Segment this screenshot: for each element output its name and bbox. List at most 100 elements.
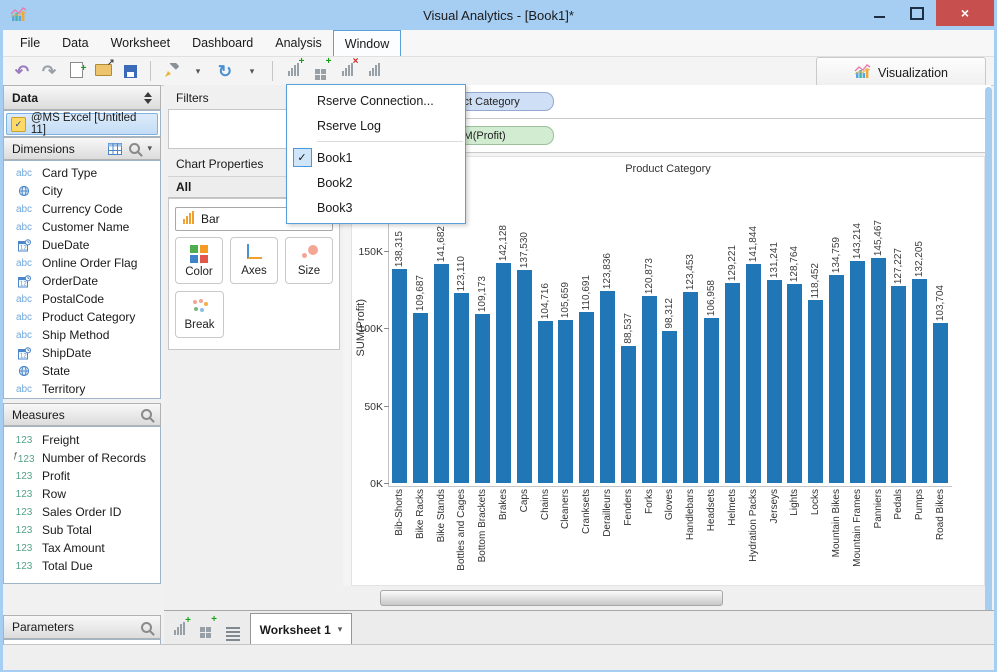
caret-down-icon: ▾ — [195, 65, 201, 76]
bar-lights[interactable] — [787, 284, 803, 483]
window-menu-item-book2[interactable]: Book2 — [287, 170, 465, 195]
menu-worksheet[interactable]: Worksheet — [110, 36, 171, 50]
toolbar-button-duplicate-visualization-icon[interactable] — [365, 60, 383, 82]
menu-analysis[interactable]: Analysis — [275, 36, 322, 50]
bar-helmets[interactable] — [724, 283, 740, 483]
footer-button-add-visualization-icon[interactable]: + — [174, 615, 191, 638]
bar-bib-shorts[interactable] — [391, 269, 407, 483]
bar-mountain-bikes[interactable] — [828, 275, 844, 483]
tab-worksheet-1[interactable]: Worksheet 1 ▾ — [250, 613, 352, 646]
toolbar-button-undo-icon[interactable]: ↶ — [13, 60, 31, 82]
bar-jerseys[interactable] — [766, 280, 782, 483]
toolbar-button-caret-down-icon[interactable]: ▾ — [189, 60, 207, 82]
bar-cranksets[interactable] — [579, 312, 595, 483]
search-icon[interactable] — [141, 621, 152, 633]
menu-file[interactable]: File — [20, 36, 41, 50]
window-menu-item-rserve-log[interactable]: Rserve Log — [287, 113, 465, 138]
bar-road-bikes[interactable] — [933, 323, 949, 483]
bar-pumps[interactable] — [912, 279, 928, 483]
svg-text:12: 12 — [20, 353, 27, 359]
bar-caps[interactable] — [516, 270, 532, 483]
measure-item[interactable]: ƒ123 Number of Records — [4, 449, 160, 467]
bar-value-label: 120,873 — [643, 257, 655, 294]
maximize-icon[interactable] — [898, 0, 936, 26]
horizontal-scrollbar-thumb[interactable] — [380, 590, 723, 606]
menu-data[interactable]: Data — [62, 36, 89, 50]
tab-visualization[interactable]: Visualization — [816, 57, 986, 87]
bar-brakes[interactable] — [495, 263, 511, 483]
horizontal-scrollbar-track[interactable] — [343, 586, 991, 610]
measure-item[interactable]: 123 Sub Total — [4, 521, 160, 539]
sort-updown-icon[interactable] — [144, 91, 152, 104]
dimension-item[interactable]: City — [4, 182, 160, 200]
dimension-item[interactable]: abc Territory — [4, 380, 160, 398]
toolbar-button-add-visualization-icon[interactable]: + — [284, 57, 305, 82]
caret-down-icon[interactable]: ▾ — [147, 143, 152, 153]
x-tick-slot: Bottom Brackets — [472, 489, 493, 584]
bar-hydration-packs[interactable] — [745, 264, 761, 483]
measure-item[interactable]: 123 Sales Order ID — [4, 503, 160, 521]
table-grid-icon[interactable] — [108, 142, 123, 155]
dimension-item[interactable]: 12 DueDate — [4, 236, 160, 254]
dimension-item[interactable]: 12 OrderDate — [4, 272, 160, 290]
size-button[interactable]: Size — [285, 237, 333, 284]
toolbar-button-redo-icon[interactable]: ↷ — [40, 60, 58, 82]
bar-pedals[interactable] — [891, 286, 907, 483]
bar-bottles-and-cages[interactable] — [454, 293, 470, 483]
toolbar-button-add-dashboard-icon[interactable]: + — [311, 56, 332, 82]
toolbar-button-refresh-icon[interactable]: ↻ — [216, 60, 234, 82]
dimension-item[interactable]: abc Currency Code — [4, 200, 160, 218]
footer-button-list-view-icon[interactable] — [226, 618, 240, 641]
dimension-item[interactable]: abc Ship Method — [4, 326, 160, 344]
close-icon[interactable]: × — [936, 0, 994, 26]
bar-bottom-brackets[interactable] — [475, 314, 491, 483]
search-icon[interactable] — [129, 143, 141, 154]
toolbar-button-open-file-icon[interactable]: ↗ — [94, 57, 115, 82]
bar-chains[interactable] — [537, 321, 553, 483]
x-tick-label: Mountain Bikes — [830, 489, 842, 558]
bar-bike-stands[interactable] — [433, 264, 449, 483]
axes-button[interactable]: Axes — [230, 237, 278, 284]
measure-item[interactable]: 123 Freight — [4, 431, 160, 449]
menu-dashboard[interactable]: Dashboard — [192, 36, 254, 50]
dimension-item[interactable]: 12 ShipDate — [4, 344, 160, 362]
dimension-item[interactable]: abc Customer Name — [4, 218, 160, 236]
measure-item[interactable]: 123 Profit — [4, 467, 160, 485]
axes-button-label: Axes — [241, 265, 267, 277]
dimension-item[interactable]: abc Product Category — [4, 308, 160, 326]
window-menu-item-book1[interactable]: ✓ Book1 — [287, 145, 465, 170]
minimize-icon[interactable] — [860, 0, 898, 26]
bar-gloves[interactable] — [662, 331, 678, 483]
dimension-item[interactable]: abc Online Order Flag — [4, 254, 160, 272]
dimension-item[interactable]: abc Card Type — [4, 164, 160, 182]
bar-fenders[interactable] — [620, 346, 636, 483]
bar-headsets[interactable] — [704, 318, 720, 483]
toolbar-button-save-icon[interactable] — [121, 60, 139, 82]
measure-item[interactable]: 123 Row — [4, 485, 160, 503]
bar-handlebars[interactable] — [683, 292, 699, 483]
dimension-item[interactable]: State — [4, 362, 160, 380]
bar-locks[interactable] — [808, 300, 824, 483]
break-button[interactable]: Break — [175, 291, 224, 338]
menu-window[interactable]: Window — [332, 30, 402, 56]
data-source-item[interactable]: ✓ @MS Excel [Untitled 11] — [6, 112, 158, 136]
toolbar-button-new-document-icon[interactable]: + — [67, 60, 87, 82]
measure-item[interactable]: 123 Tax Amount — [4, 539, 160, 557]
toolbar-button-caret-down-icon[interactable]: ▾ — [243, 60, 261, 82]
bar-panniers[interactable] — [870, 258, 886, 483]
color-button[interactable]: Color — [175, 237, 223, 284]
toolbar-button-connect-data-icon[interactable] — [162, 60, 180, 82]
window-menu-item-book3[interactable]: Book3 — [287, 195, 465, 220]
bar-forks[interactable] — [641, 296, 657, 483]
footer-button-add-dashboard-icon[interactable]: + — [200, 615, 217, 638]
measure-item[interactable]: 123 Total Due — [4, 557, 160, 575]
bar-mountain-frames[interactable] — [849, 261, 865, 483]
bar-derailleurs[interactable] — [600, 291, 616, 483]
toolbar-button-remove-visualization-icon[interactable]: × — [338, 57, 359, 82]
search-icon[interactable] — [141, 409, 152, 420]
vertical-scrollbar-thumb[interactable] — [985, 87, 992, 639]
dimension-item[interactable]: abc PostalCode — [4, 290, 160, 308]
bar-bike-racks[interactable] — [412, 313, 428, 483]
bar-cleaners[interactable] — [558, 320, 574, 483]
window-menu-item-rserve-connection-[interactable]: Rserve Connection... — [287, 88, 465, 113]
